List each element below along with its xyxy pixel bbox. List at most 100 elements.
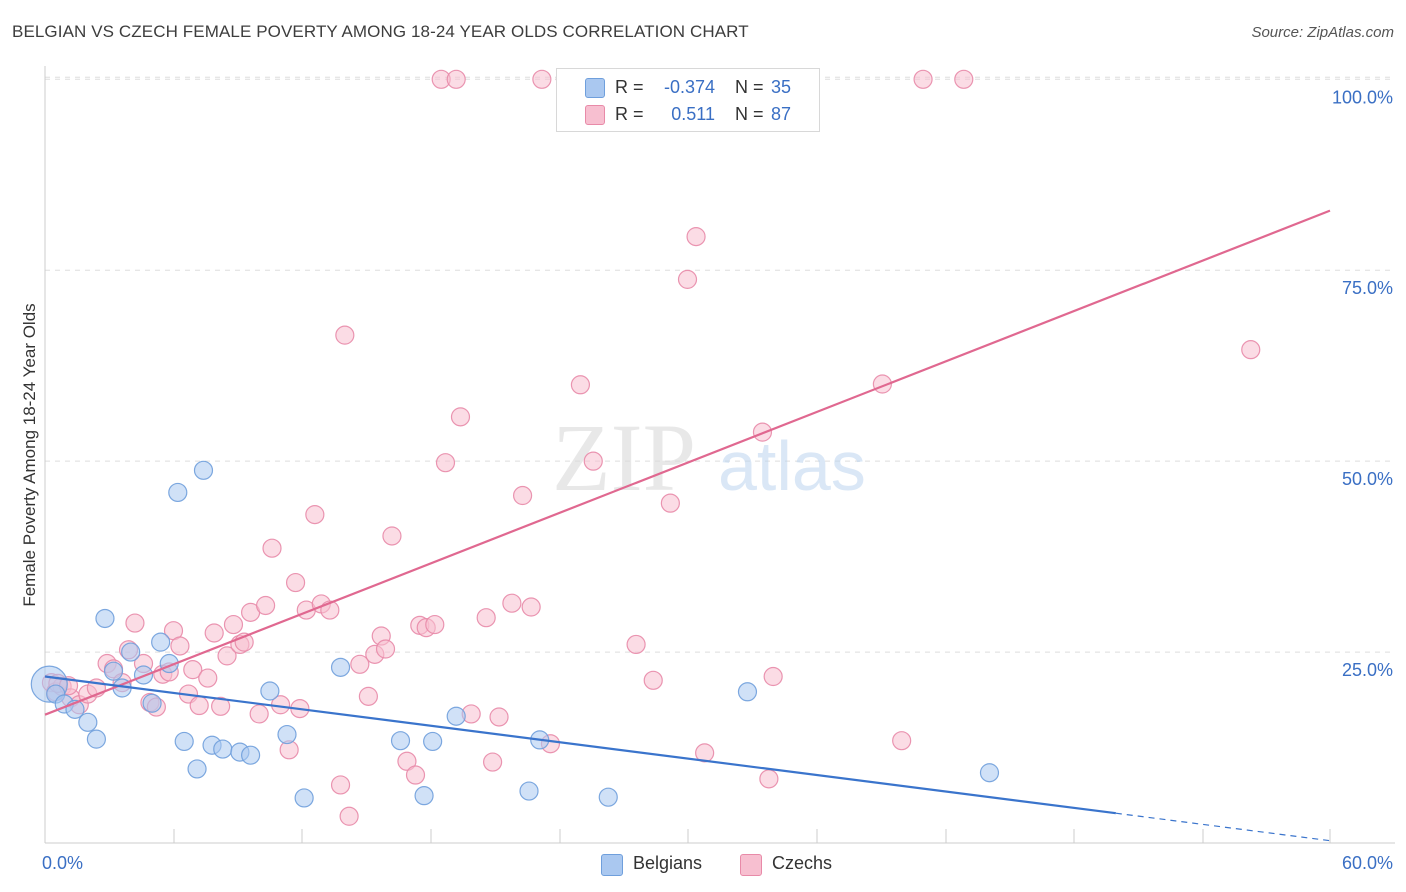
chart-title: BELGIAN VS CZECH FEMALE POVERTY AMONG 18… [12, 22, 749, 41]
belgians-point-34 [979, 763, 1000, 783]
czechs-point-32 [262, 538, 282, 558]
czechs-point-73 [660, 493, 680, 513]
watermark-atlas: atlas [718, 427, 866, 505]
czechs-point-38 [305, 505, 325, 525]
czechs-point-64 [512, 485, 533, 506]
belgians-point-25 [330, 657, 351, 677]
belgians-point-5 [86, 729, 107, 749]
czechs-point-50 [397, 751, 417, 771]
czechs-point-20 [183, 660, 203, 680]
czechs-point-57 [446, 69, 466, 89]
y-tick-label-50: 50.0% [1342, 469, 1393, 489]
belgians-point-26 [390, 731, 411, 751]
czechs-point-21 [189, 695, 209, 716]
correlation-legend: R = -0.374 N = 35 R = 0.511 N = 87 [556, 68, 820, 132]
belgians-point-19 [213, 739, 233, 759]
belgians-point-28 [423, 731, 443, 752]
belgians-point-21 [241, 745, 261, 765]
belgians-point-24 [294, 788, 314, 808]
czechs-point-60 [476, 608, 496, 628]
czechs-point-48 [375, 639, 396, 659]
belgians-point-33 [737, 682, 758, 702]
belgians-point-23 [277, 724, 297, 745]
czechs-point-44 [350, 654, 370, 674]
belgians-point-12 [151, 632, 171, 652]
x-tick-label-min: 0.0% [42, 853, 83, 873]
czechs-point-72 [643, 670, 663, 690]
czechs-n-value: 87 [771, 104, 792, 124]
czechs-point-83 [954, 69, 974, 89]
belgians-point-4 [78, 712, 98, 732]
trend-lines [44, 209, 1331, 842]
czechs-point-75 [686, 227, 706, 247]
czechs-point-84 [1241, 340, 1261, 360]
czechs-point-69 [570, 375, 591, 395]
belgians-n-value: 35 [771, 77, 792, 97]
tick-labels: 25.0% 50.0% 75.0% 100.0% 0.0% 60.0% [42, 87, 1393, 873]
czechs-trend-line [44, 209, 1331, 716]
legend-row-belgians: R = -0.374 N = 35 [557, 74, 819, 100]
belgians-point-7 [103, 661, 124, 681]
czechs-point-54 [425, 614, 445, 635]
czechs-point-81 [892, 731, 912, 751]
belgians-n-label: N = [735, 77, 764, 97]
belgians-point-9 [121, 642, 141, 662]
czechs-point-42 [335, 325, 355, 345]
grid-lines [45, 76, 1395, 653]
czechs-r-label: R = [615, 104, 644, 124]
belgians-point-27 [414, 786, 434, 806]
czechs-point-74 [677, 269, 698, 289]
czechs-point-11 [125, 613, 145, 633]
czechs-point-18 [170, 636, 190, 656]
czechs-n-label: N = [735, 104, 764, 124]
czechs-point-49 [382, 526, 402, 546]
belgians-point-11 [142, 693, 162, 713]
czechs-legend-swatch [740, 854, 762, 876]
czechs-point-26 [223, 614, 244, 635]
czechs-point-45 [358, 686, 378, 706]
czechs-point-79 [763, 666, 783, 687]
czechs-point-65 [521, 597, 541, 617]
czechs-point-63 [502, 593, 522, 613]
czechs-legend-label: Czechs [772, 853, 833, 873]
czechs-point-56 [435, 453, 456, 473]
czechs-point-30 [249, 704, 269, 724]
czechs-point-25 [217, 646, 237, 666]
belgians-point-17 [193, 460, 214, 480]
axes [44, 66, 1395, 844]
czechs-point-51 [405, 765, 426, 785]
belgians-point-16 [187, 759, 207, 779]
series-legend: Belgians Czechs [0, 852, 1406, 878]
belgians-points [30, 460, 1000, 808]
y-tick-label-100: 100.0% [1332, 87, 1393, 107]
belgians-point-32 [598, 787, 618, 807]
belgians-point-15 [174, 731, 194, 752]
czechs-point-35 [285, 572, 306, 593]
watermark: ZIP atlas [552, 404, 866, 511]
czechs-point-58 [450, 407, 471, 427]
y-tick-label-25: 25.0% [1342, 660, 1393, 680]
belgians-trend-line [44, 675, 1116, 815]
czechs-point-66 [532, 69, 552, 89]
czechs-point-78 [759, 769, 779, 789]
czechs-point-43 [339, 806, 359, 826]
czechs-r-value: 0.511 [671, 104, 715, 124]
x-tick-label-max: 60.0% [1342, 853, 1393, 873]
czechs-swatch [585, 105, 605, 125]
czechs-point-62 [489, 707, 509, 727]
belgians-point-30 [519, 781, 539, 801]
belgians-point-14 [168, 482, 188, 503]
czechs-point-76 [695, 743, 715, 763]
belgians-r-value: -0.374 [663, 77, 715, 97]
source-credit: Source: ZipAtlas.com [1251, 24, 1394, 41]
belgians-point-29 [446, 706, 466, 726]
czechs-point-70 [583, 451, 603, 471]
czechs-point-41 [330, 775, 351, 795]
czechs-point-61 [483, 752, 503, 772]
czechs-point-71 [626, 634, 646, 655]
czechs-point-31 [255, 595, 276, 616]
watermark-zip: ZIP [552, 404, 696, 511]
belgians-legend-label: Belgians [633, 853, 703, 873]
belgians-trend-extension [1115, 812, 1331, 842]
